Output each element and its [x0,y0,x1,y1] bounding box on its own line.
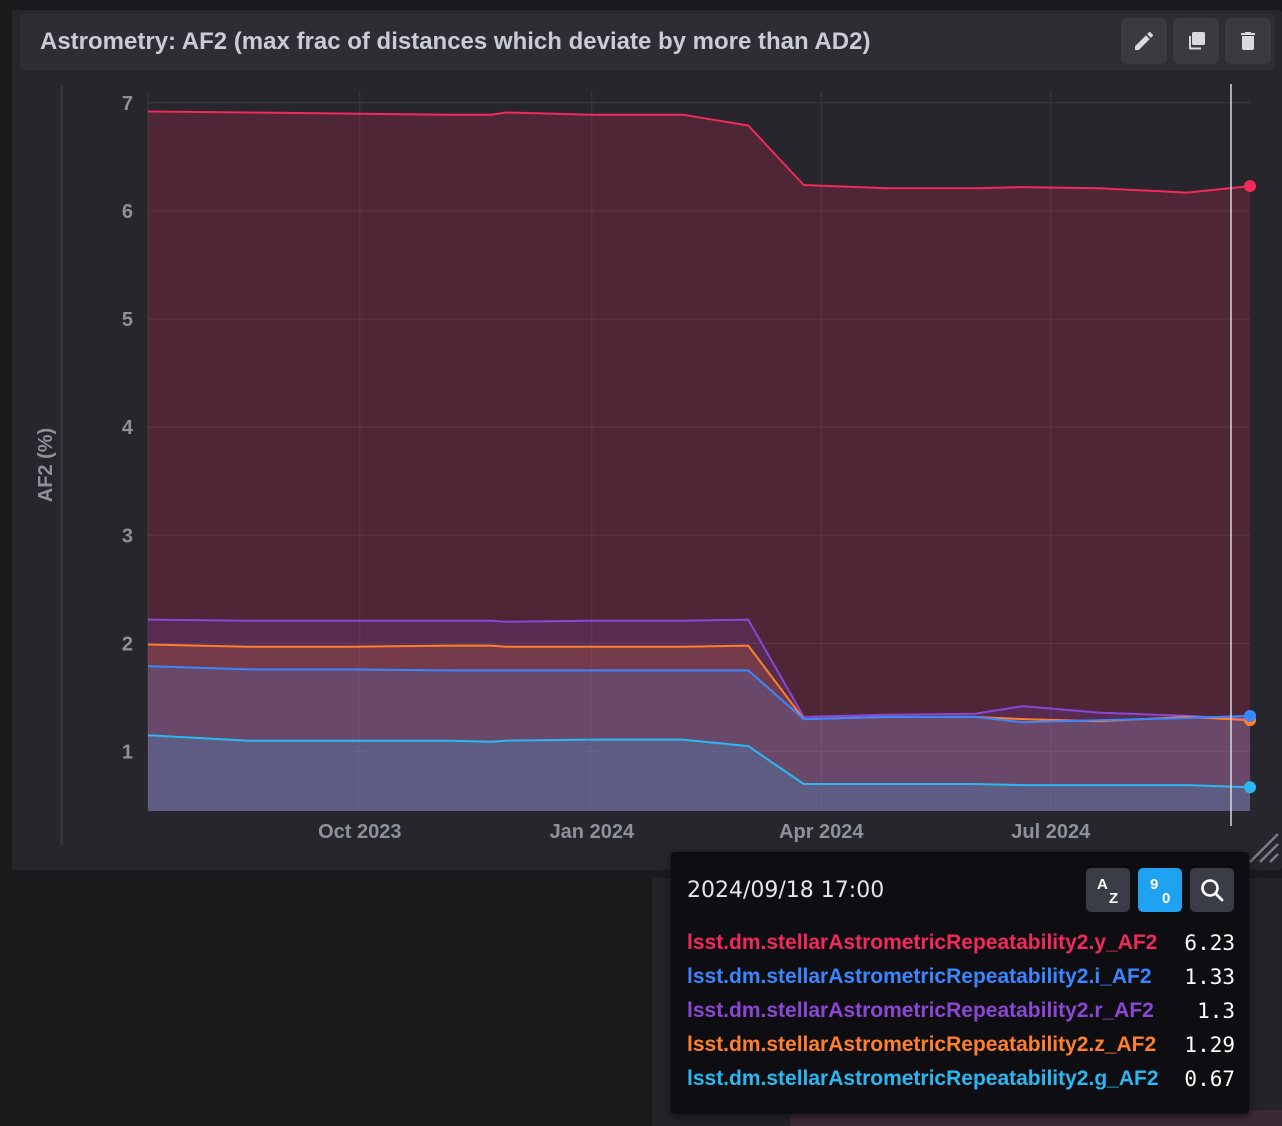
y-tick-label: 1 [122,742,133,764]
line-layer [147,110,1251,789]
y-tick-label: 7 [122,93,133,115]
series-area [148,644,1250,811]
svg-text:0: 0 [1162,890,1170,906]
tooltip-series-name: lsst.dm.stellarAstrometricRepeatability2… [687,999,1154,1022]
area-layer [148,111,1250,811]
sort-alpha-icon: A Z [1097,876,1118,906]
series-endpoint [1244,709,1256,722]
x-tick-label: Jan 2024 [550,821,635,843]
axis-layer: 1 2 3 4 5 6 7 Oct 2023 Jan 2024 Apr 2024 Jul 2024 [122,93,1091,843]
tooltip-series-name: lsst.dm.stellarAstrometricRepeatability2… [687,931,1158,954]
series-area [148,111,1250,811]
tooltip-series-row: lsst.dm.stellarAstrometricRepeatability2… [687,965,1235,995]
tooltip-series-value: 0.67 [1184,1067,1235,1091]
y-tick-label: 3 [122,525,133,547]
tooltip-series-row: lsst.dm.stellarAstrometricRepeatability2… [687,931,1235,961]
trash-icon [1241,32,1255,50]
svg-text:9: 9 [1150,876,1158,893]
y-tick-label: 6 [122,201,133,223]
x-tick-label: Apr 2024 [779,821,864,843]
panel-header [20,14,1275,70]
series-line [147,110,1251,194]
copy-icon [1189,32,1205,50]
series-area [148,666,1250,811]
tooltip-timestamp: 2024/09/18 17:00 [687,878,885,903]
tooltip-series-name: lsst.dm.stellarAstrometricRepeatability2… [687,1033,1157,1056]
series-area [148,735,1250,811]
tooltip-series-row: lsst.dm.stellarAstrometricRepeatability2… [687,999,1235,1029]
tooltip-series-value: 1.33 [1184,965,1235,989]
grid-layer [147,92,1250,811]
pencil-icon [1135,31,1154,50]
edit-button[interactable] [1121,18,1167,64]
tooltip-series-value: 6.23 [1184,931,1235,955]
series-endpoint [1244,180,1256,193]
series-endpoint [1244,781,1256,794]
y-axis-label: AF2 (%) [35,428,57,502]
tooltip-series-name: lsst.dm.stellarAstrometricRepeatability2… [687,965,1152,988]
duplicate-button[interactable] [1173,18,1219,64]
sort-numeric-icon: 9 0 [1150,876,1170,906]
series-line [147,734,1251,789]
panel-left-rule [60,86,63,846]
x-tick-label: Jul 2024 [1011,821,1091,843]
series-line [147,665,1251,724]
sort-numeric-button[interactable]: 9 0 [1138,868,1182,912]
tooltip-series-row: lsst.dm.stellarAstrometricRepeatability2… [687,1033,1235,1063]
y-tick-label: 4 [122,417,134,439]
resize-handle-icon[interactable] [1244,822,1280,866]
y-tick-label: 2 [122,633,133,655]
tooltip-series-value: 1.3 [1197,999,1235,1023]
tooltip-series-row: lsst.dm.stellarAstrometricRepeatability2… [687,1067,1235,1097]
series-line [147,643,1251,723]
series-area [148,619,1250,811]
chart-panel [12,10,1282,870]
tooltip-series-value: 1.29 [1184,1033,1235,1057]
series-line [147,618,1251,721]
y-tick-label: 5 [122,309,133,331]
cursor-layer [1230,84,1256,826]
hover-tooltip: 2024/09/18 17:00 A Z 9 0 lsst.dm.stellar… [671,852,1249,1114]
svg-text:Z: Z [1109,890,1118,906]
x-tick-label: Oct 2023 [318,821,401,843]
tooltip-series-name: lsst.dm.stellarAstrometricRepeatability2… [687,1067,1159,1090]
search-icon [1201,879,1224,902]
background-panel-plot [790,1110,1282,1126]
delete-button[interactable] [1225,18,1271,64]
search-button[interactable] [1190,868,1234,912]
sort-alphabetical-button[interactable]: A Z [1086,868,1130,912]
panel-title: Astrometry: AF2 (max frac of distances w… [40,28,871,55]
svg-text:A: A [1097,876,1108,893]
